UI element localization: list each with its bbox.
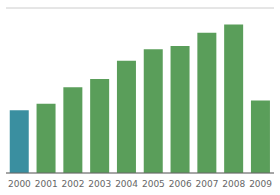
- svg-text:2008: 2008: [222, 179, 245, 189]
- svg-text:2002: 2002: [62, 179, 85, 189]
- svg-text:2005: 2005: [142, 179, 165, 189]
- svg-text:2000: 2000: [8, 179, 31, 189]
- svg-text:2004: 2004: [115, 179, 138, 189]
- svg-text:2006: 2006: [169, 179, 192, 189]
- svg-text:2001: 2001: [35, 179, 58, 189]
- svg-text:2003: 2003: [88, 179, 111, 189]
- svg-text:2009: 2009: [249, 179, 272, 189]
- svg-text:2007: 2007: [196, 179, 219, 189]
